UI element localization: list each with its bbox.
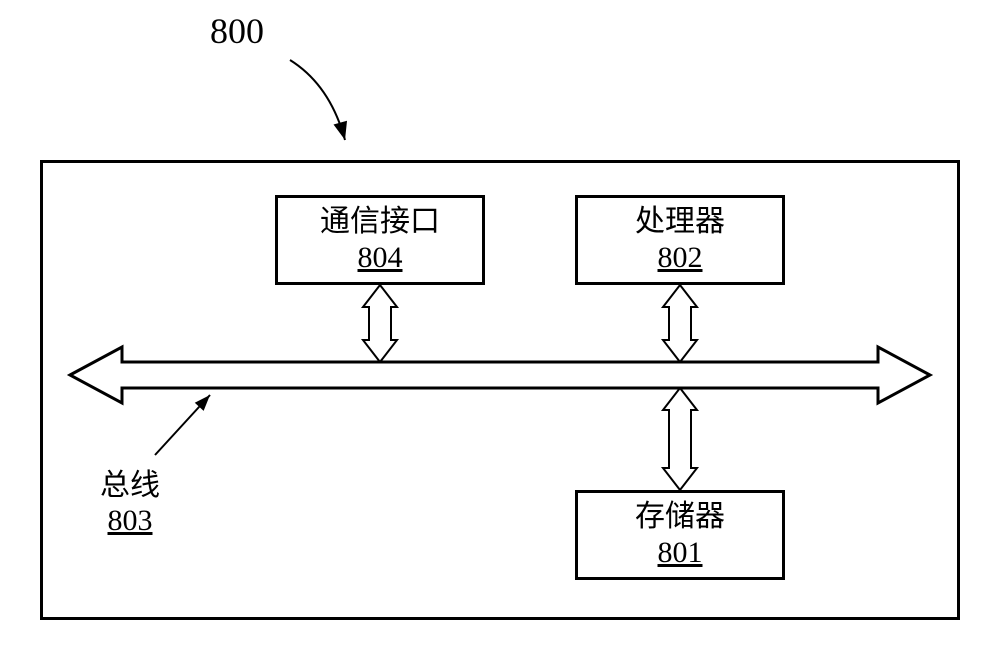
bus-label: 总线 803 <box>100 460 160 538</box>
figure-reference-number: 800 <box>210 10 264 52</box>
node-label: 处理器 <box>635 204 725 240</box>
device-container-box <box>40 160 960 620</box>
node-number: 804 <box>358 240 403 276</box>
node-number: 801 <box>658 535 703 571</box>
node-processor: 处理器 802 <box>575 195 785 285</box>
node-communication-interface: 通信接口 804 <box>275 195 485 285</box>
diagram-canvas: 800 通信接口 804 处理器 802 存储器 801 总线 803 <box>0 0 1000 658</box>
node-label: 通信接口 <box>320 204 440 240</box>
node-number: 802 <box>658 240 703 276</box>
bus-label-text: 总线 <box>100 460 160 504</box>
node-memory: 存储器 801 <box>575 490 785 580</box>
node-label: 存储器 <box>635 499 725 535</box>
bus-label-number: 803 <box>100 504 160 538</box>
